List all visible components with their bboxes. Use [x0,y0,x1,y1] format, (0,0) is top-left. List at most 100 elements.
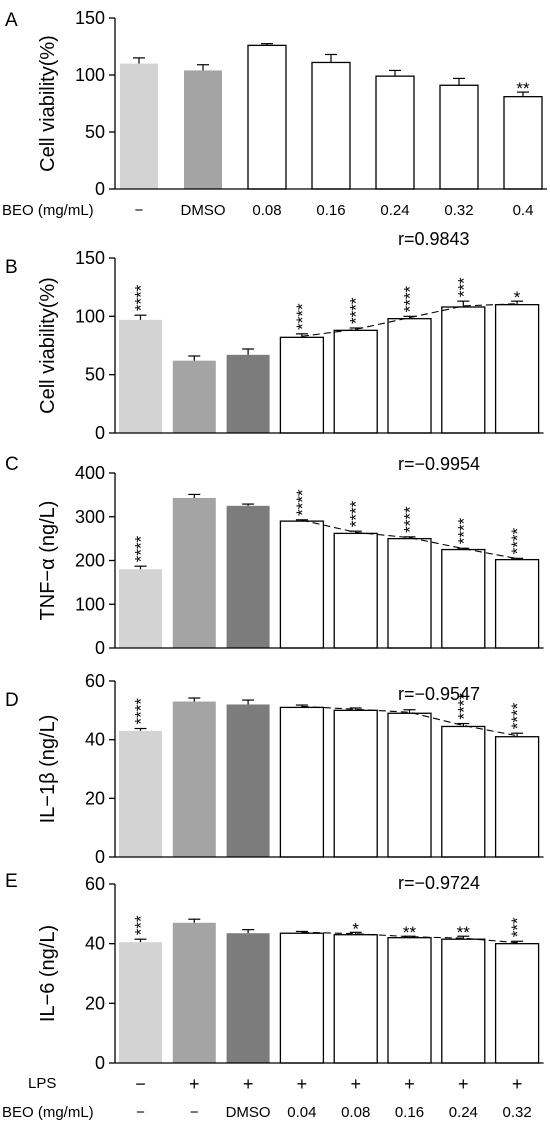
significance-label: *** [508,917,527,937]
y-tick-label: 0 [95,1053,105,1073]
bar [279,520,325,649]
significance-label: **** [401,506,420,533]
significance-label: **** [132,698,151,725]
y-axis-label: Cell viability(%) [37,277,59,414]
bar [494,558,540,649]
significance-label: **** [454,517,473,544]
correlation-label: r=−0.9954 [398,454,480,474]
bar [494,304,540,434]
bar [226,704,270,857]
y-tick-label: 50 [85,122,105,142]
x-tick-label-lps: + [350,1074,361,1094]
x-tick-label-lps: + [243,1074,254,1094]
x-tick-label-lps: + [189,1074,200,1094]
x-tick-label-lps: + [297,1074,308,1094]
panel-letter: C [5,454,19,475]
bar [333,532,378,649]
y-tick-label: 40 [85,934,105,954]
significance-label: **** [454,693,473,720]
correlation-label: r=−0.9724 [398,873,480,893]
y-axis-label: Cell viability(%) [37,35,59,172]
bar [441,548,486,649]
correlation-label: r=−0.9547 [398,684,480,704]
x-tick-label-lps: + [404,1074,415,1094]
y-tick-label: 400 [75,463,105,483]
bar [172,360,216,433]
x-tick-label-beo: 0.08 [341,1104,370,1121]
correlation-label: r=0.9843 [398,229,470,249]
x-tick-label: − [135,202,144,219]
y-tick-label: 150 [75,248,105,268]
y-tick-label: 200 [75,551,105,571]
bar [387,937,432,1064]
significance-label: **** [401,285,420,312]
y-tick-label: 300 [75,507,105,527]
bar [184,70,222,189]
bar [119,319,162,433]
y-tick-label: 0 [95,179,105,199]
significance-label: ** [516,79,530,98]
y-tick-label: 60 [85,671,105,691]
x-tick-label-beo: 0.16 [395,1104,424,1121]
panel-letter: E [5,871,18,892]
x-tick-label-beo: 0.04 [287,1104,316,1121]
bar [439,84,479,190]
bar [441,938,486,1064]
y-axis-label: IL−6 (ng/L) [37,925,59,1022]
bottom-row-labels: LPS BEO (mg/mL) − + + + + + + + − − DMSO 0.04 0.08 0.16… [2,1074,532,1121]
bar [120,63,158,189]
significance-label: **** [132,284,151,311]
trend-line [301,519,518,560]
bar [119,942,162,1063]
panel-c: C TNF−α (ng/L) 0 100 200 300 400 **** **** **** **… [5,454,544,658]
bar [279,336,325,434]
x-tick-label: 0.16 [316,202,345,219]
significance-label: * [352,919,359,938]
bar [494,736,540,858]
bar [119,569,162,648]
x-tick-label-beo: DMSO [226,1104,271,1121]
x-tick-label-beo: 0.24 [449,1104,478,1121]
significance-label: **** [347,297,366,324]
panel-letter: B [5,257,18,278]
bar [441,725,486,858]
bar [441,306,486,434]
bar [387,712,432,858]
significance-label: ** [403,923,417,942]
bar [503,96,543,190]
trend-line [301,705,518,737]
x-tick-label: 0.08 [252,202,281,219]
significance-label: ** [457,923,471,942]
x-tick-label-beo: − [190,1104,199,1121]
bar [333,329,378,434]
y-tick-label: 20 [85,993,105,1013]
bar [172,922,216,1063]
panel-letter: D [5,690,19,711]
y-tick-label: 40 [85,730,105,750]
y-axis-label: TNF−α (ng/L) [37,501,59,621]
y-tick-label: 100 [75,306,105,326]
x-tick-label: DMSO [181,202,226,219]
bar [226,505,270,648]
y-axis-label: IL−1β (ng/L) [37,715,59,824]
bar [119,730,162,857]
bar [333,934,378,1064]
y-tick-label: 100 [75,594,105,614]
x-tick-label-beo: − [136,1104,145,1121]
y-tick-label: 20 [85,788,105,808]
y-tick-label: 0 [95,638,105,658]
significance-label: **** [293,489,312,516]
row-label-beo: BEO (mg/mL) [2,1104,94,1121]
x-tick-label: 0.4 [513,202,534,219]
panel-letter: A [5,10,18,31]
bar [172,497,216,648]
x-tick-label: 0.32 [444,202,473,219]
significance-label: **** [347,500,366,527]
significance-label: **** [132,535,151,562]
trend-line [301,931,518,944]
y-tick-label: 100 [75,65,105,85]
bar [226,933,270,1063]
y-tick-label: 50 [85,365,105,385]
